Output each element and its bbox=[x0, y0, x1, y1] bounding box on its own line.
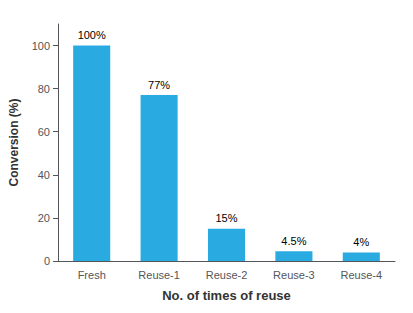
svg-text:100%: 100% bbox=[78, 29, 106, 41]
svg-text:Reuse-1: Reuse-1 bbox=[138, 269, 180, 281]
svg-text:20: 20 bbox=[38, 212, 50, 224]
svg-text:80: 80 bbox=[38, 83, 50, 95]
svg-text:Conversion (%): Conversion (%) bbox=[7, 98, 21, 186]
svg-text:0: 0 bbox=[44, 255, 50, 267]
svg-text:4.5%: 4.5% bbox=[281, 235, 306, 247]
svg-text:Reuse-2: Reuse-2 bbox=[206, 269, 248, 281]
svg-text:40: 40 bbox=[38, 169, 50, 181]
svg-text:Reuse-4: Reuse-4 bbox=[341, 269, 383, 281]
svg-text:15%: 15% bbox=[215, 212, 237, 224]
svg-text:Fresh: Fresh bbox=[78, 269, 106, 281]
svg-text:Reuse-3: Reuse-3 bbox=[273, 269, 315, 281]
svg-text:No. of times of reuse: No. of times of reuse bbox=[162, 288, 291, 303]
svg-text:60: 60 bbox=[38, 126, 50, 138]
svg-text:100: 100 bbox=[32, 40, 50, 52]
svg-text:4%: 4% bbox=[353, 236, 369, 248]
svg-text:77%: 77% bbox=[148, 79, 170, 91]
